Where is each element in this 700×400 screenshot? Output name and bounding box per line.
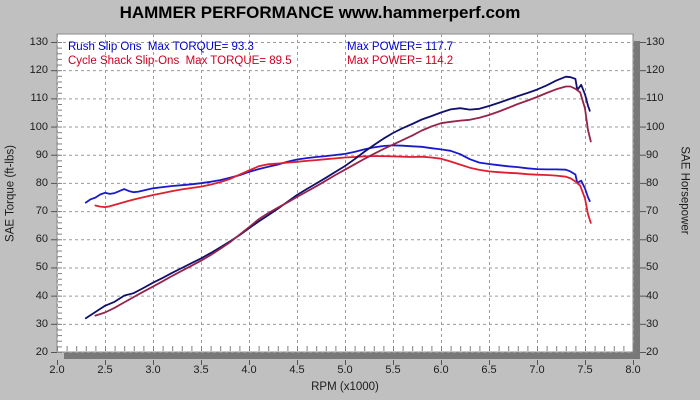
x-tick-label: 7.5 (577, 364, 593, 376)
y-tick-label-left: 110 (30, 92, 48, 105)
x-tick-label: 4.0 (241, 364, 257, 376)
y-tick-label-right: 30 (646, 317, 659, 330)
y-tick-label-left: 30 (35, 317, 48, 330)
legend-rush-torque: Rush Slip Ons Max TORQUE= 93.3 (68, 41, 254, 53)
y-tick-label-right: 40 (646, 289, 659, 302)
y-tick-label-left: 50 (35, 261, 48, 274)
x-tick-label: 6.5 (481, 364, 497, 376)
x-axis-label-rpm: RPM (x1000) (311, 381, 379, 393)
y-tick-label-left: 60 (35, 233, 48, 246)
curve-cycleshack-torque (94, 155, 592, 224)
y-tick-label-left: 40 (35, 289, 48, 302)
y-tick-label-right: 80 (646, 176, 659, 189)
x-tick-label: 2.5 (97, 364, 113, 376)
y-tick-label-left: 120 (29, 64, 48, 77)
y-tick-label-right: 20 (646, 346, 659, 358)
x-tick-label: 3.5 (193, 364, 209, 376)
y-tick-label-right: 130 (646, 36, 665, 48)
page-title: HAMMER PERFORMANCE www.hammerperf.com (119, 3, 521, 22)
y-tick-label-right: 110 (646, 92, 664, 105)
curve-rush-torque (84, 144, 591, 204)
y-tick-label-right: 70 (646, 205, 659, 218)
y-tick-label-left: 130 (29, 36, 48, 48)
x-tick-label: 2.0 (49, 364, 65, 376)
y-tick-label-left: 20 (35, 346, 48, 358)
x-tick-label: 5.5 (385, 364, 401, 376)
x-tick-label: 4.5 (289, 364, 305, 376)
y-tick-label-left: 70 (35, 205, 48, 218)
y-tick-label-right: 50 (646, 261, 659, 274)
y-tick-label-right: 60 (646, 233, 659, 246)
x-tick-label: 6.0 (433, 364, 449, 376)
legend-cycleshack-power: Max POWER= 114.2 (347, 55, 454, 67)
x-tick-label: 5.0 (337, 364, 353, 376)
legend-rush-power: Max POWER= 117.7 (347, 41, 454, 53)
x-tick-label: 8.0 (625, 364, 641, 376)
y-tick-label-right: 90 (646, 148, 659, 161)
y-tick-label-left: 90 (35, 148, 48, 161)
y-axis-label-torque: SAE Torque (ft-lbs) (4, 145, 17, 242)
y-tick-label-right: 120 (646, 64, 665, 77)
y-tick-label-left: 100 (29, 120, 48, 133)
legend-cycleshack-torque: Cycle Shack Slip-Ons Max TORQUE= 89.5 (68, 55, 292, 67)
curve-rush-power (84, 75, 591, 320)
y-tick-label-left: 80 (35, 176, 48, 189)
x-tick-label: 7.0 (529, 364, 545, 376)
y-tick-label-right: 100 (646, 120, 665, 133)
x-tick-label: 3.0 (145, 364, 161, 376)
curve-cycleshack-power (94, 85, 592, 317)
